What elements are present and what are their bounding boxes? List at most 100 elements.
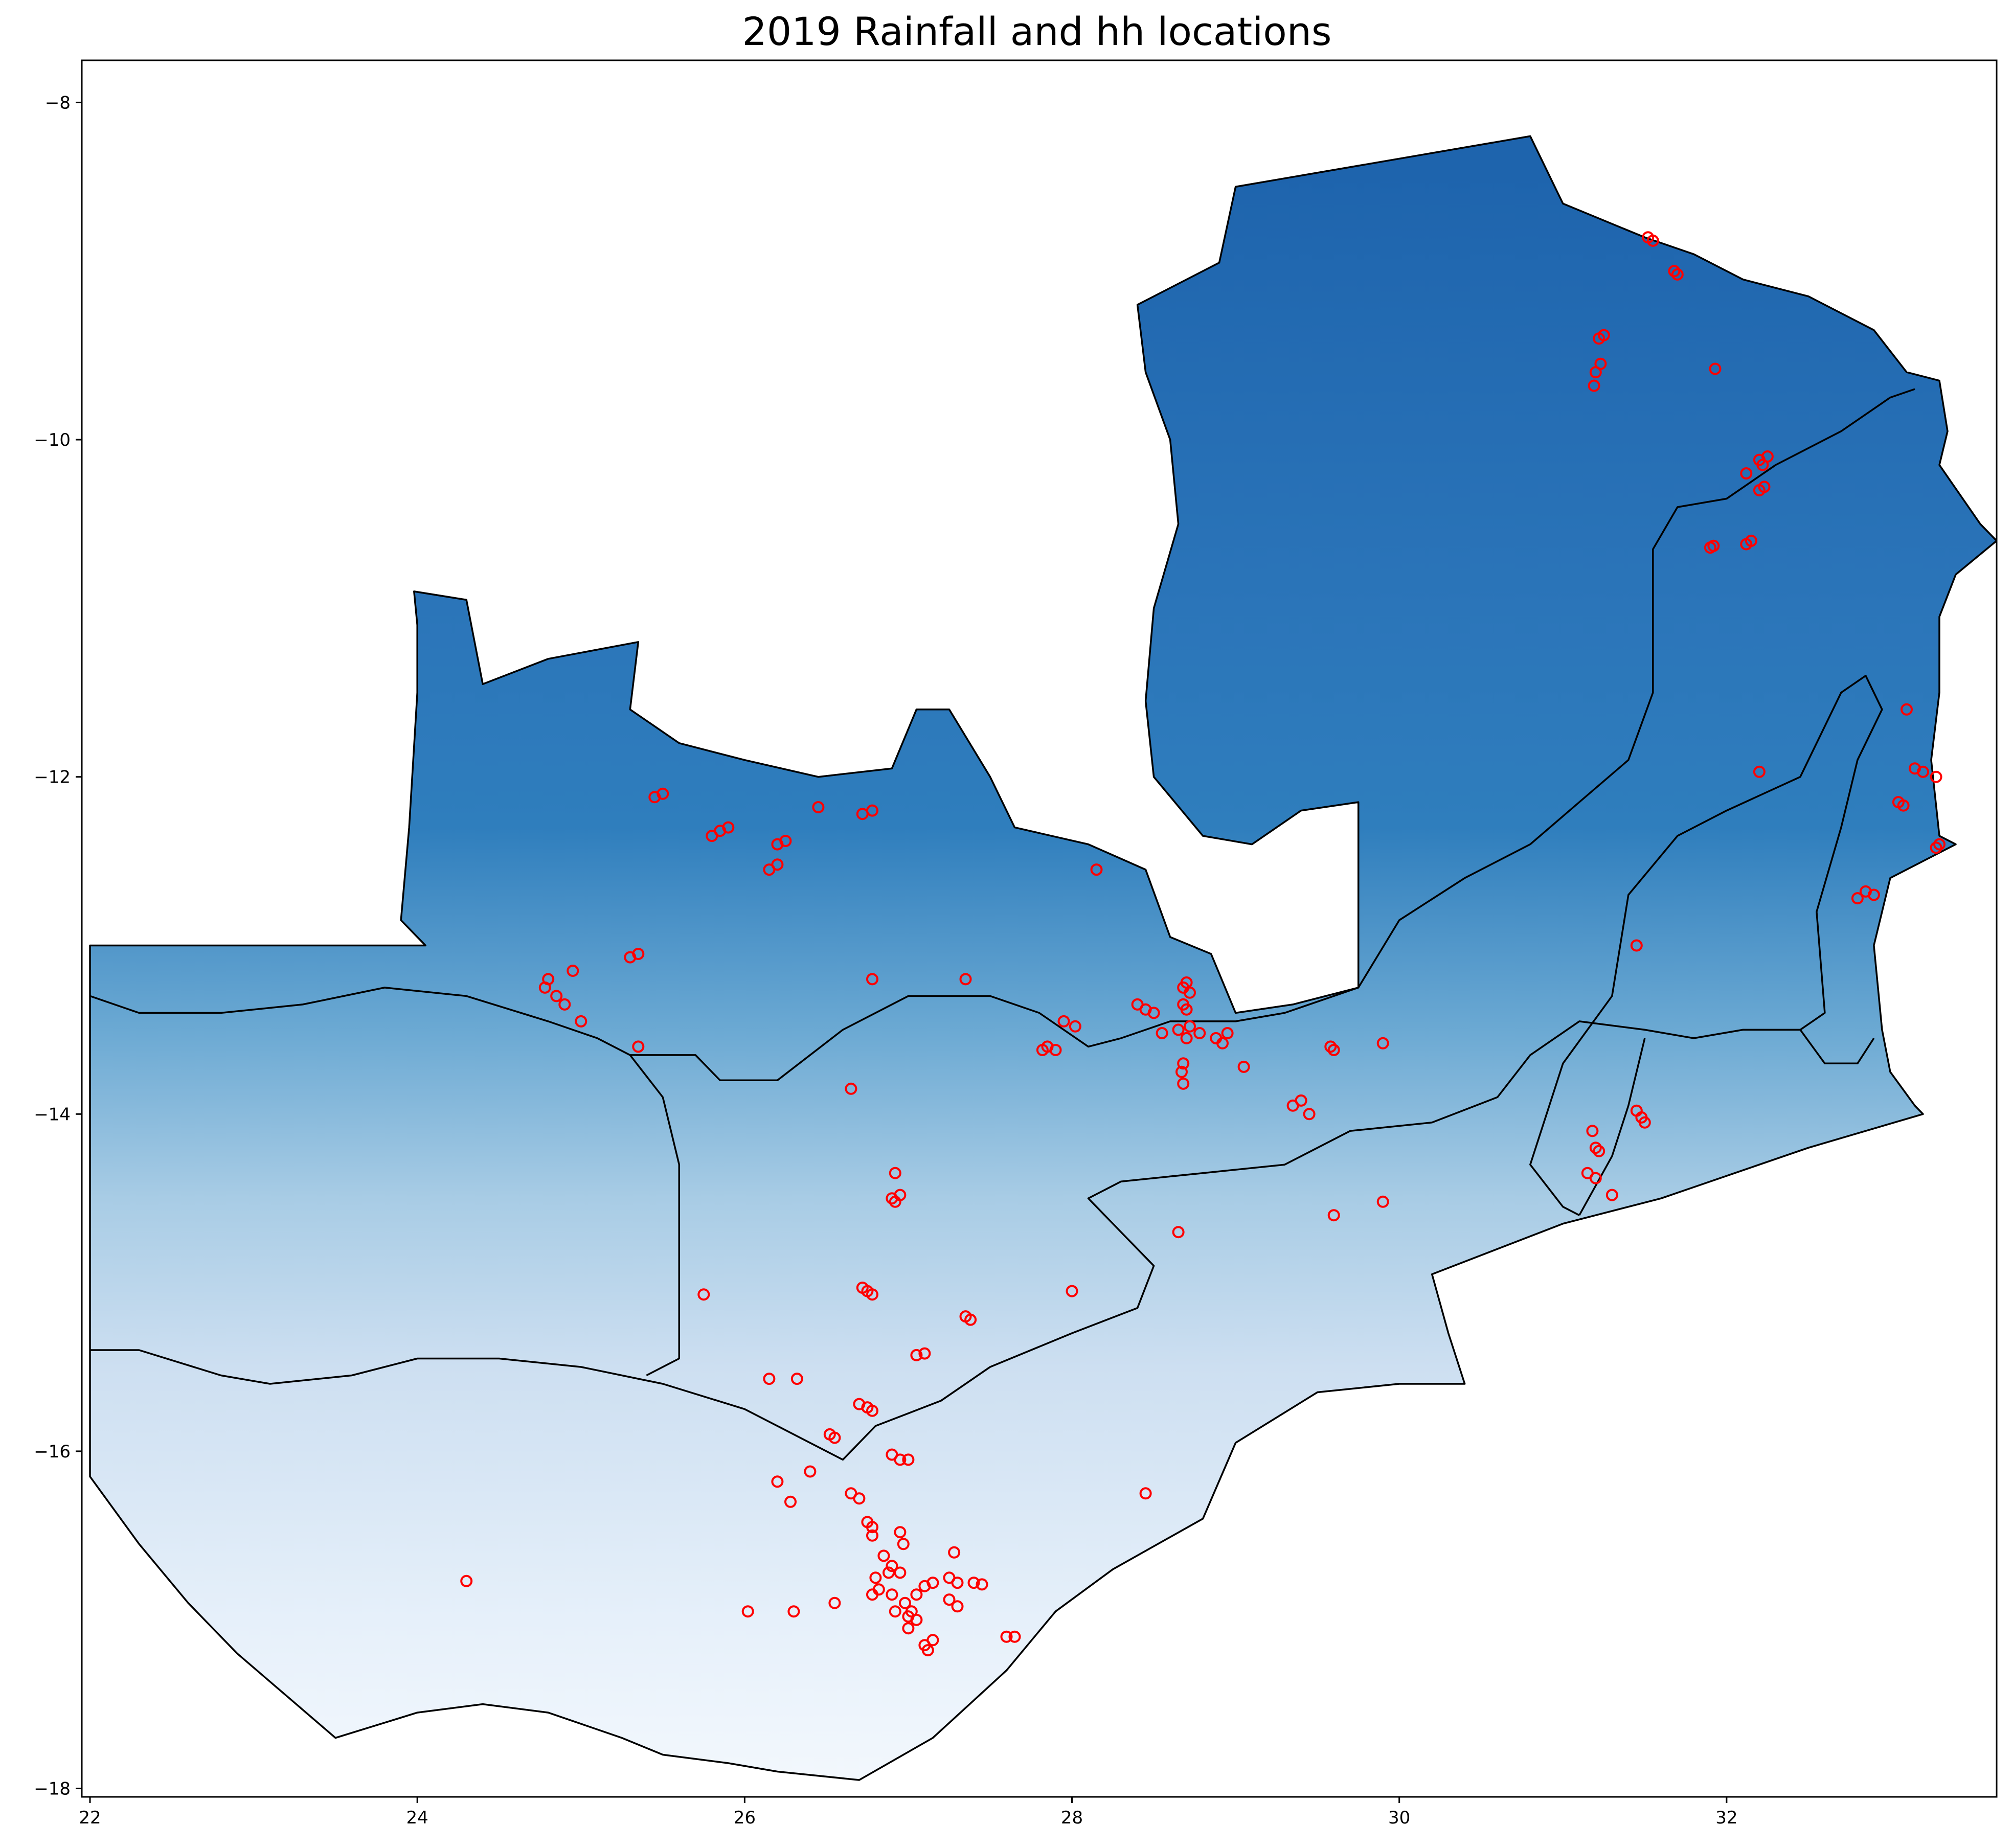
map-title: 2019 Rainfall and hh locations — [742, 9, 1331, 54]
hh-point — [567, 965, 579, 977]
hh-point — [959, 973, 972, 986]
hh-point — [784, 1495, 797, 1508]
hh-point — [1930, 770, 1942, 783]
hh-point — [894, 1453, 907, 1466]
hh-point — [1586, 1125, 1599, 1137]
hh-point — [624, 951, 637, 964]
axes-frame — [81, 59, 1998, 1798]
hh-point — [889, 1167, 901, 1179]
country-outline — [89, 135, 1997, 1781]
x-tick-label: 28 — [1061, 1808, 1083, 1828]
y-tick-label: −12 — [34, 767, 71, 788]
hh-point — [575, 1015, 587, 1028]
hh-point — [812, 801, 825, 813]
hh-locations — [460, 231, 1946, 1657]
hh-point — [1642, 231, 1655, 244]
hh-point — [866, 1521, 878, 1534]
hh-point — [538, 981, 551, 994]
hh-point — [1057, 1015, 1070, 1028]
hh-point — [964, 1313, 977, 1326]
hh-point — [921, 1644, 934, 1657]
hh-point — [1180, 1003, 1193, 1016]
hh-point — [1638, 1116, 1651, 1129]
hh-point — [889, 1605, 901, 1618]
hh-point — [926, 1577, 939, 1589]
hh-point — [1069, 1020, 1081, 1033]
hh-point — [1327, 1044, 1340, 1056]
hh-point — [648, 791, 661, 804]
hh-point — [902, 1610, 915, 1623]
hh-point — [1172, 1023, 1185, 1036]
hh-point — [910, 1588, 923, 1601]
hh-point — [1709, 362, 1722, 375]
hh-point — [856, 808, 869, 820]
hh-point — [866, 1404, 878, 1417]
hh-point — [1237, 1060, 1250, 1073]
province-boundary-5 — [1578, 1038, 1646, 1216]
hh-point — [926, 1634, 939, 1647]
y-tick-label: −10 — [34, 430, 71, 450]
hh-point — [845, 1082, 857, 1095]
hh-point — [943, 1593, 956, 1606]
plot-area — [89, 135, 1997, 1781]
hh-point — [976, 1578, 988, 1591]
hh-point — [1745, 534, 1757, 547]
hh-point — [1175, 1065, 1188, 1078]
hh-point — [1668, 265, 1681, 278]
hh-point — [828, 1596, 841, 1609]
x-tick-label: 32 — [1715, 1808, 1737, 1828]
hh-point — [741, 1605, 754, 1618]
hh-point — [1156, 1027, 1168, 1039]
hh-point — [902, 1622, 915, 1635]
hh-point — [951, 1600, 964, 1613]
hh-point — [1327, 1209, 1340, 1222]
hh-point — [1589, 366, 1602, 379]
y-axis: −8 −10 −12 −14 −16 −18 — [34, 93, 82, 1799]
y-tick-label: −16 — [34, 1442, 71, 1462]
hh-point — [918, 1347, 931, 1360]
hh-point — [1303, 1108, 1316, 1121]
x-axis: 22 24 26 28 30 32 — [79, 1797, 1737, 1828]
y-tick-label: −18 — [34, 1779, 71, 1799]
hh-point — [1139, 1487, 1152, 1500]
hh-point — [1049, 1044, 1062, 1056]
hh-point — [1090, 863, 1103, 876]
hh-point — [1000, 1630, 1013, 1643]
hh-point — [899, 1596, 911, 1609]
hh-point — [1897, 799, 1910, 812]
province-boundary-1 — [89, 987, 1359, 1082]
hh-point — [1376, 1195, 1389, 1208]
hh-point — [877, 1549, 890, 1562]
hh-point — [1930, 841, 1942, 854]
hh-point — [771, 838, 784, 851]
hh-point — [1901, 703, 1913, 716]
hh-point — [1295, 1094, 1307, 1107]
x-tick-label: 26 — [734, 1808, 756, 1828]
hh-point — [1177, 1057, 1190, 1070]
hh-point — [1036, 1044, 1049, 1056]
hh-point — [883, 1566, 895, 1579]
hh-point — [1184, 1020, 1196, 1033]
hh-point — [1147, 1007, 1160, 1019]
hh-point — [1008, 1630, 1021, 1643]
hh-point — [771, 1475, 784, 1488]
x-tick-label: 22 — [79, 1808, 101, 1828]
hh-point — [1221, 1027, 1234, 1039]
hh-point — [1704, 541, 1716, 554]
province-boundary-6 — [1799, 1029, 1875, 1065]
hh-point — [1589, 1172, 1602, 1184]
hh-point — [790, 1373, 803, 1385]
hh-point — [886, 1560, 898, 1572]
rainfall-raster — [90, 136, 1997, 1781]
hh-point — [910, 1349, 923, 1361]
province-boundaries — [89, 388, 1915, 1461]
hh-point — [1184, 986, 1196, 999]
hh-point — [1177, 1077, 1190, 1090]
hh-point — [1753, 765, 1766, 778]
hh-point — [866, 1288, 878, 1301]
hh-point — [763, 1373, 776, 1385]
hh-point — [632, 1040, 645, 1053]
hh-point — [1193, 1027, 1206, 1039]
hh-point — [771, 858, 784, 871]
hh-point — [1671, 268, 1684, 281]
